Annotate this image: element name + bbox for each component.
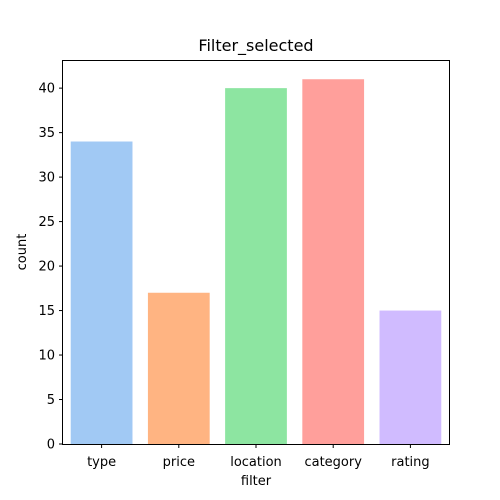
y-tick-label: 0: [47, 438, 55, 453]
x-axis-label: filter: [241, 474, 272, 489]
x-tick-label: rating: [391, 455, 430, 470]
y-tick-label: 5: [47, 393, 55, 408]
x-tick-label: category: [304, 455, 362, 470]
y-axis-label: count: [15, 234, 30, 271]
x-tick-label: price: [163, 455, 195, 470]
y-tick-label: 30: [38, 171, 55, 186]
x-axis-ticks: type price location category rating: [87, 444, 430, 470]
y-tick-label: 35: [38, 126, 55, 141]
bars-group: [70, 79, 442, 444]
bar-category: [302, 79, 365, 444]
bar-type: [70, 141, 133, 444]
bar-price: [147, 292, 210, 444]
chart-title: Filter_selected: [198, 36, 313, 56]
x-tick-label: type: [87, 455, 116, 470]
bar-rating: [379, 310, 442, 444]
bar-location: [225, 88, 287, 444]
y-tick-label: 15: [38, 304, 55, 319]
y-tick-label: 10: [38, 349, 55, 364]
y-tick-label: 20: [38, 260, 55, 275]
y-axis-ticks: 0 5 10 15 20 25 30 35 40: [38, 82, 63, 453]
y-tick-label: 25: [38, 215, 55, 230]
x-tick-label: location: [230, 455, 282, 470]
y-tick-label: 40: [38, 82, 55, 97]
